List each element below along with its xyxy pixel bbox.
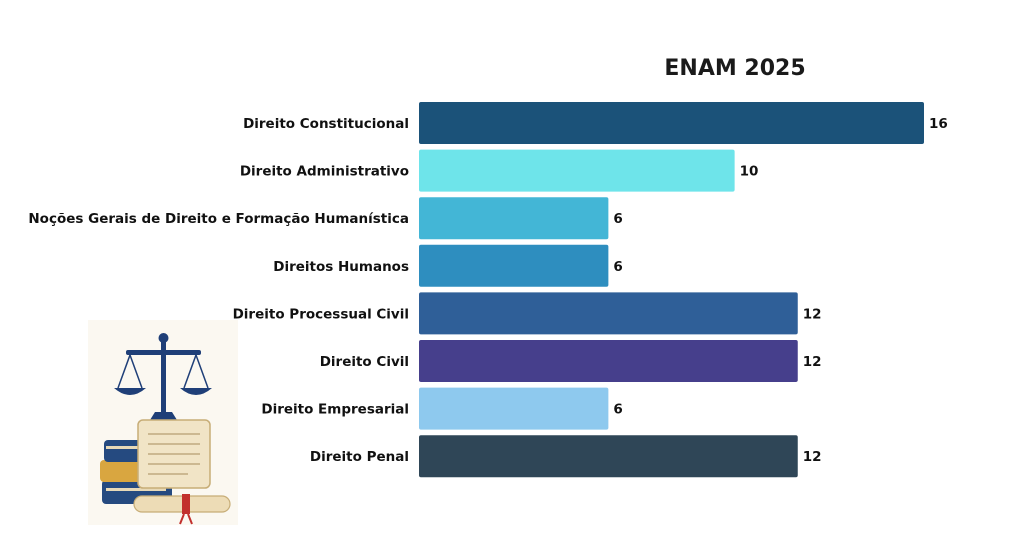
- value-label: 6: [613, 259, 622, 275]
- category-label: Direito Processual Civil: [233, 306, 409, 322]
- category-label: Direito Civil: [320, 354, 409, 370]
- bar: [419, 340, 798, 382]
- category-label: Direito Administrativo: [240, 164, 409, 180]
- value-label: 16: [929, 116, 948, 132]
- bar: [419, 244, 609, 287]
- bar: [419, 387, 609, 430]
- value-label: 12: [803, 306, 822, 322]
- category-label: Noções Gerais de Direito e Formação Huma…: [28, 211, 409, 227]
- bar: [419, 102, 924, 144]
- value-label: 10: [740, 164, 759, 180]
- value-label: 12: [803, 449, 822, 465]
- chart-title: ENAM 2025: [664, 56, 806, 81]
- value-label: 12: [803, 354, 822, 370]
- category-label: Direito Empresarial: [261, 402, 409, 418]
- bar: [419, 292, 798, 335]
- value-label: 6: [613, 402, 622, 418]
- bar: [419, 435, 798, 478]
- category-label: Direito Penal: [310, 449, 409, 465]
- bar: [419, 197, 609, 240]
- category-label: Direitos Humanos: [273, 259, 409, 275]
- scales-of-justice-books-icon: [88, 320, 238, 525]
- value-label: 6: [613, 211, 622, 227]
- category-label: Direito Constitucional: [243, 116, 409, 132]
- bar: [419, 149, 735, 192]
